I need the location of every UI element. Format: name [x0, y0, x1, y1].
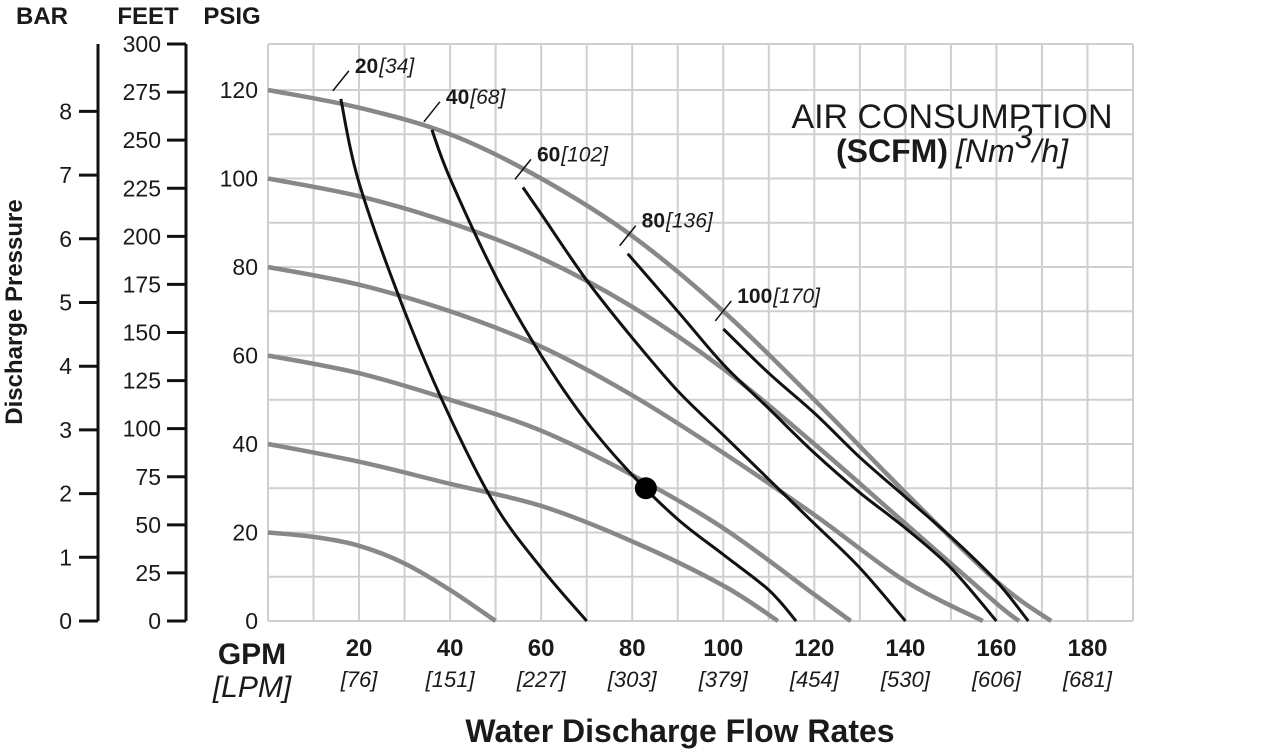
air-consumption-units: (SCFM) [Nm3/h] — [836, 119, 1069, 169]
feet-tick-label: 50 — [135, 512, 161, 538]
air-curve-100 — [722, 327, 1030, 622]
x-tick-label: 60 — [528, 635, 555, 662]
feet-tick-label: 300 — [123, 31, 161, 57]
grid — [267, 43, 1134, 622]
air-units-italic-end: /h] — [1030, 133, 1069, 169]
axes: 0204060801001200255075100125150175200225… — [59, 31, 1113, 692]
air-curve-label-italic: [68] — [469, 86, 506, 109]
air-curve-80 — [626, 252, 998, 622]
air-curve-label-40: 40[68] — [446, 86, 507, 109]
bar-tick-label: 2 — [59, 481, 72, 507]
x-tick-label: 180 — [1067, 635, 1107, 662]
x-tick-sublabel: [379] — [698, 667, 749, 692]
air-label-leader-40 — [423, 101, 441, 123]
bar-tick-label: 3 — [59, 417, 72, 443]
x-tick-sublabel: [454] — [789, 667, 840, 692]
x-tick-sublabel: [606] — [971, 667, 1022, 692]
x-unit-secondary: [LPM] — [212, 671, 292, 704]
air-label-leader-100 — [714, 300, 732, 322]
air-curve-label-bold: 20 — [355, 55, 378, 78]
x-tick-label: 40 — [437, 635, 464, 662]
air-curve-label-bold: 80 — [642, 210, 665, 233]
x-tick-sublabel: [530] — [880, 667, 931, 692]
air-consumption-curves — [339, 98, 1030, 622]
air-curve-40 — [430, 129, 798, 622]
psig-tick-label: 120 — [220, 77, 258, 103]
bar-tick-label: 6 — [59, 226, 72, 252]
psig-tick-label: 40 — [232, 431, 258, 457]
x-axis-label: Water Discharge Flow Rates — [465, 713, 894, 749]
feet-tick-label: 25 — [135, 560, 161, 586]
x-tick-sublabel: [227] — [516, 667, 567, 692]
feet-tick-label: 250 — [123, 127, 161, 153]
air-curve-label-60: 60[102] — [537, 143, 609, 166]
x-tick-label: 140 — [885, 635, 925, 662]
y-axis-label: Discharge Pressure — [1, 199, 28, 424]
psig-tick-label: 20 — [232, 520, 258, 546]
operating-point-marker — [634, 477, 657, 500]
feet-tick-label: 150 — [123, 320, 161, 346]
psig-tick-label: 100 — [220, 166, 258, 192]
feet-tick-label: 0 — [148, 608, 161, 634]
air-label-leader-60 — [514, 158, 532, 180]
pressure-curve-80 — [267, 264, 984, 624]
x-tick-label: 120 — [794, 635, 834, 662]
air-curve-label-italic: [34] — [378, 55, 415, 78]
air-units-bold: (SCFM) — [836, 133, 948, 169]
feet-tick-label: 225 — [123, 175, 161, 201]
x-tick-label: 20 — [346, 635, 373, 662]
air-curve-20 — [339, 98, 588, 622]
pressure-curve-40 — [267, 441, 780, 623]
x-tick-label: 160 — [976, 635, 1016, 662]
x-tick-sublabel: [151] — [425, 667, 476, 692]
psig-tick-label: 80 — [232, 254, 258, 280]
air-curve-60 — [521, 186, 907, 622]
feet-axis-header: FEET — [117, 3, 179, 30]
x-tick-sublabel: [76] — [340, 667, 379, 692]
bar-tick-label: 1 — [59, 544, 72, 570]
labels: 20[34] 40[68] 60[102] 80[136] 100[170] — [332, 55, 821, 500]
air-curve-label-80: 80[136] — [642, 210, 714, 233]
air-curve-label-bold: 40 — [446, 86, 469, 109]
x-tick-label: 100 — [703, 635, 743, 662]
air-curve-label-bold: 60 — [537, 143, 560, 166]
air-units-italic: [Nm — [955, 133, 1015, 169]
bar-tick-label: 4 — [59, 353, 72, 379]
pressure-curve-60 — [267, 353, 853, 623]
air-label-leader-20 — [332, 70, 350, 92]
feet-tick-label: 125 — [123, 368, 161, 394]
feet-tick-label: 275 — [123, 79, 161, 105]
pressure-curve-20 — [267, 530, 497, 623]
psig-tick-label: 0 — [245, 608, 258, 634]
psig-tick-label: 60 — [232, 343, 258, 369]
air-curve-label-20: 20[34] — [355, 55, 416, 78]
air-curve-label-italic: [136] — [665, 210, 714, 233]
air-curve-label-100: 100[170] — [737, 285, 821, 308]
air-label-leader-80 — [619, 225, 637, 247]
bar-tick-label: 7 — [59, 162, 72, 188]
x-tick-label: 80 — [619, 635, 646, 662]
air-units-superscript: 3 — [1015, 119, 1033, 155]
feet-tick-label: 175 — [123, 271, 161, 297]
bar-axis-header: BAR — [16, 3, 68, 30]
x-tick-sublabel: [303] — [607, 667, 658, 692]
air-curve-label-italic: [102] — [560, 143, 609, 166]
feet-tick-label: 75 — [135, 464, 161, 490]
air-curve-label-bold: 100 — [737, 285, 772, 308]
bar-tick-label: 8 — [59, 98, 72, 124]
pressure-curve-100 — [267, 176, 1021, 623]
bar-tick-label: 0 — [59, 608, 72, 634]
air-curve-label-italic: [170] — [772, 285, 821, 308]
x-tick-sublabel: [681] — [1062, 667, 1113, 692]
bar-tick-label: 5 — [59, 290, 72, 316]
feet-tick-label: 100 — [123, 416, 161, 442]
x-unit-primary: GPM — [218, 638, 286, 671]
air-consumption-title: AIR CONSUMPTION — [791, 98, 1112, 136]
feet-tick-label: 200 — [123, 223, 161, 249]
psig-axis-header: PSIG — [203, 3, 260, 30]
